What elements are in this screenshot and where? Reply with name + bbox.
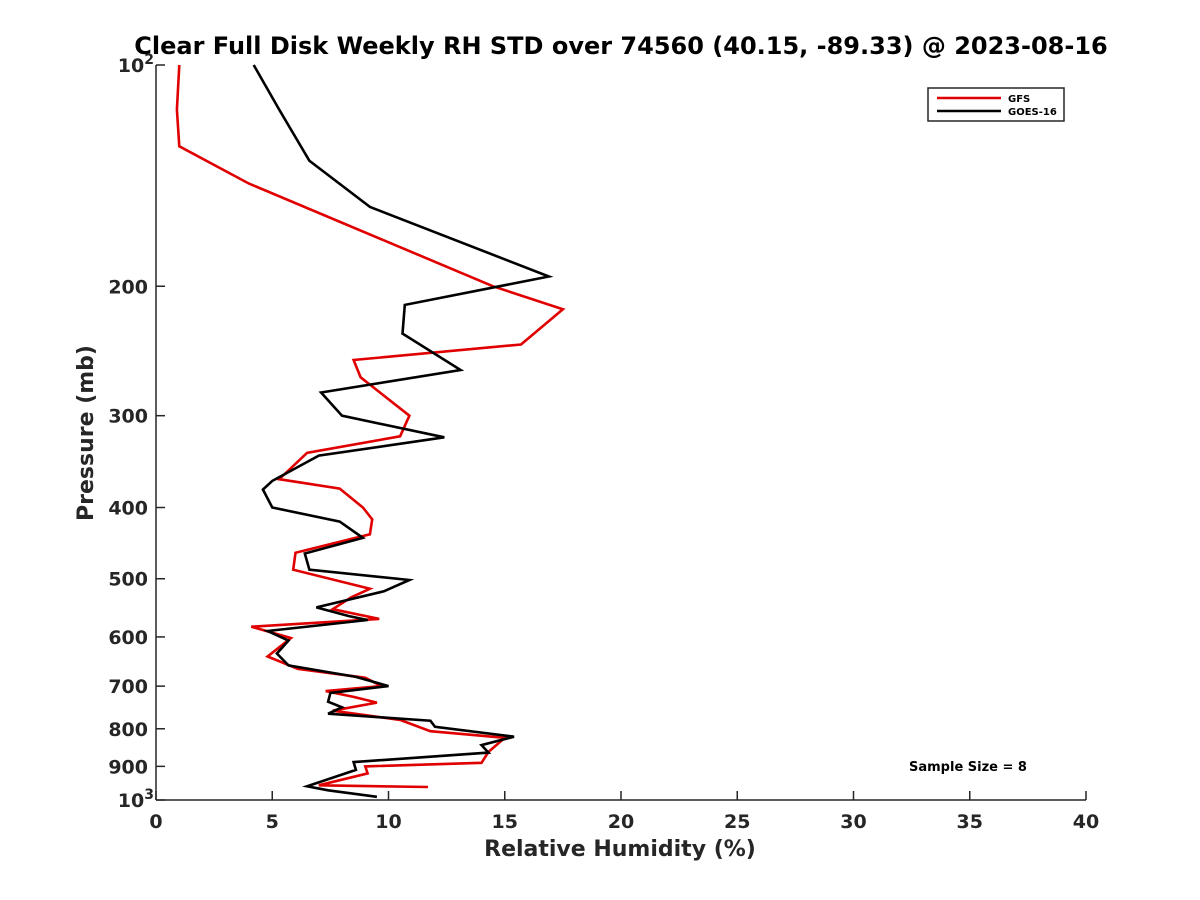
y-tick-label: 900	[108, 756, 148, 778]
x-tick-label: 30	[840, 811, 866, 833]
y-tick-label: 500	[108, 569, 148, 591]
series-line-gfs	[175, 64, 566, 789]
axes	[155, 64, 1087, 801]
y-axis-label: Pressure (mb)	[74, 345, 99, 521]
y-tick-label: 200	[108, 276, 148, 298]
legend-label: GOES-16	[1008, 107, 1057, 118]
plot-lines	[175, 64, 566, 799]
sample-size-annotation: Sample Size = 8	[909, 760, 1027, 775]
x-tick-label: 40	[1073, 811, 1099, 833]
x-tick-label: 25	[724, 811, 750, 833]
y-tick-label: 600	[108, 627, 148, 649]
legend-label: GFS	[1008, 94, 1030, 105]
legend-box	[927, 87, 1065, 122]
legend: GFS GOES-16	[927, 87, 1065, 122]
y-tick-label: 102	[118, 52, 154, 77]
x-tick-label: 15	[492, 811, 518, 833]
y-tick-label: 103	[118, 787, 154, 812]
chart-title: Clear Full Disk Weekly RH STD over 74560…	[134, 32, 1107, 60]
y-tick-label: 400	[108, 498, 148, 520]
x-tick-label: 20	[608, 811, 634, 833]
series-line-goes-16	[252, 64, 554, 799]
y-tick-label: 700	[108, 676, 148, 698]
tick-labels: 0 5 10 15 20 25 30 35 40 102 200 300 400 500 600 700 800…	[108, 52, 1099, 833]
y-tick-label: 800	[108, 719, 148, 741]
x-tick-label: 10	[375, 811, 401, 833]
x-tick-label: 0	[149, 811, 162, 833]
x-tick-label: 35	[957, 811, 983, 833]
x-tick-label: 5	[266, 811, 279, 833]
y-tick-label: 300	[108, 406, 148, 428]
x-axis-label: Relative Humidity (%)	[484, 837, 756, 862]
